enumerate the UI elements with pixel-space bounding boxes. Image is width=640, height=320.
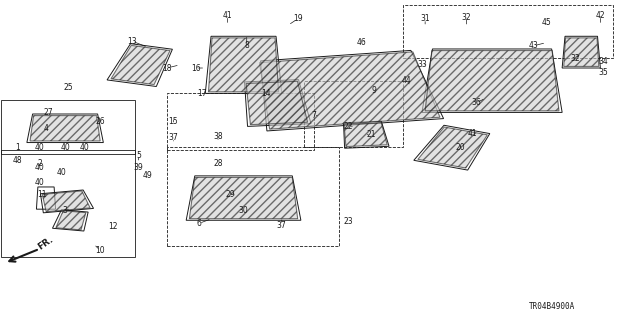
Text: 13: 13 <box>127 36 137 45</box>
Polygon shape <box>42 191 90 212</box>
Text: 35: 35 <box>598 68 609 77</box>
Text: 19: 19 <box>293 14 303 23</box>
Text: 36: 36 <box>471 99 481 108</box>
Text: 40: 40 <box>35 143 45 152</box>
Text: 43: 43 <box>529 41 538 50</box>
Text: 9: 9 <box>372 86 376 95</box>
Text: 45: 45 <box>541 18 551 27</box>
Polygon shape <box>425 51 559 111</box>
Text: 15: 15 <box>168 117 179 126</box>
Text: 32: 32 <box>461 13 472 22</box>
Text: 25: 25 <box>63 83 73 92</box>
Text: 23: 23 <box>344 217 353 226</box>
Text: 34: 34 <box>598 57 609 66</box>
Text: 22: 22 <box>344 122 353 131</box>
Text: 33: 33 <box>417 60 427 69</box>
Text: 31: 31 <box>420 14 430 23</box>
Text: 37: 37 <box>168 133 179 142</box>
Text: FR.: FR. <box>36 235 55 252</box>
Text: 40: 40 <box>79 143 89 152</box>
Polygon shape <box>418 127 488 168</box>
Polygon shape <box>189 178 298 219</box>
Text: 29: 29 <box>226 190 236 199</box>
Text: 38: 38 <box>213 132 223 141</box>
Text: 40: 40 <box>35 164 45 172</box>
Text: TR04B4900A: TR04B4900A <box>529 302 575 311</box>
Text: 5: 5 <box>136 151 141 160</box>
Text: 46: 46 <box>356 38 366 47</box>
Text: 26: 26 <box>95 117 105 126</box>
Text: 20: 20 <box>456 143 465 152</box>
Polygon shape <box>259 52 440 129</box>
Text: 49: 49 <box>143 172 153 180</box>
Text: 17: 17 <box>197 89 207 98</box>
Polygon shape <box>209 38 278 92</box>
Text: 40: 40 <box>57 168 67 177</box>
Text: 12: 12 <box>108 222 118 231</box>
Text: 30: 30 <box>239 206 248 215</box>
Text: 41: 41 <box>223 11 232 20</box>
Text: 7: 7 <box>311 111 316 120</box>
Text: 37: 37 <box>277 220 287 229</box>
Text: 48: 48 <box>13 156 22 164</box>
Text: 8: 8 <box>244 41 249 50</box>
Text: 27: 27 <box>43 108 52 117</box>
Text: 44: 44 <box>401 76 411 85</box>
Polygon shape <box>344 123 387 147</box>
Text: 16: 16 <box>191 63 200 73</box>
Text: 18: 18 <box>163 63 172 73</box>
Text: 4: 4 <box>44 124 49 133</box>
Text: 41: 41 <box>468 129 477 138</box>
Polygon shape <box>30 116 100 141</box>
Polygon shape <box>564 38 599 67</box>
Text: 21: 21 <box>366 130 376 139</box>
Text: 14: 14 <box>261 89 271 98</box>
Polygon shape <box>56 211 86 230</box>
Text: 11: 11 <box>36 190 46 199</box>
Text: 6: 6 <box>196 219 202 228</box>
Text: 1: 1 <box>15 143 20 152</box>
Text: 2: 2 <box>37 159 42 168</box>
Text: 32: 32 <box>570 54 580 63</box>
Text: 42: 42 <box>596 11 605 20</box>
Text: 10: 10 <box>95 246 105 255</box>
Text: 40: 40 <box>60 143 70 152</box>
Text: 40: 40 <box>35 178 45 187</box>
Text: 28: 28 <box>213 159 223 168</box>
Text: 3: 3 <box>63 206 68 215</box>
Polygon shape <box>111 45 170 84</box>
Text: 39: 39 <box>134 164 143 172</box>
Polygon shape <box>246 81 308 125</box>
